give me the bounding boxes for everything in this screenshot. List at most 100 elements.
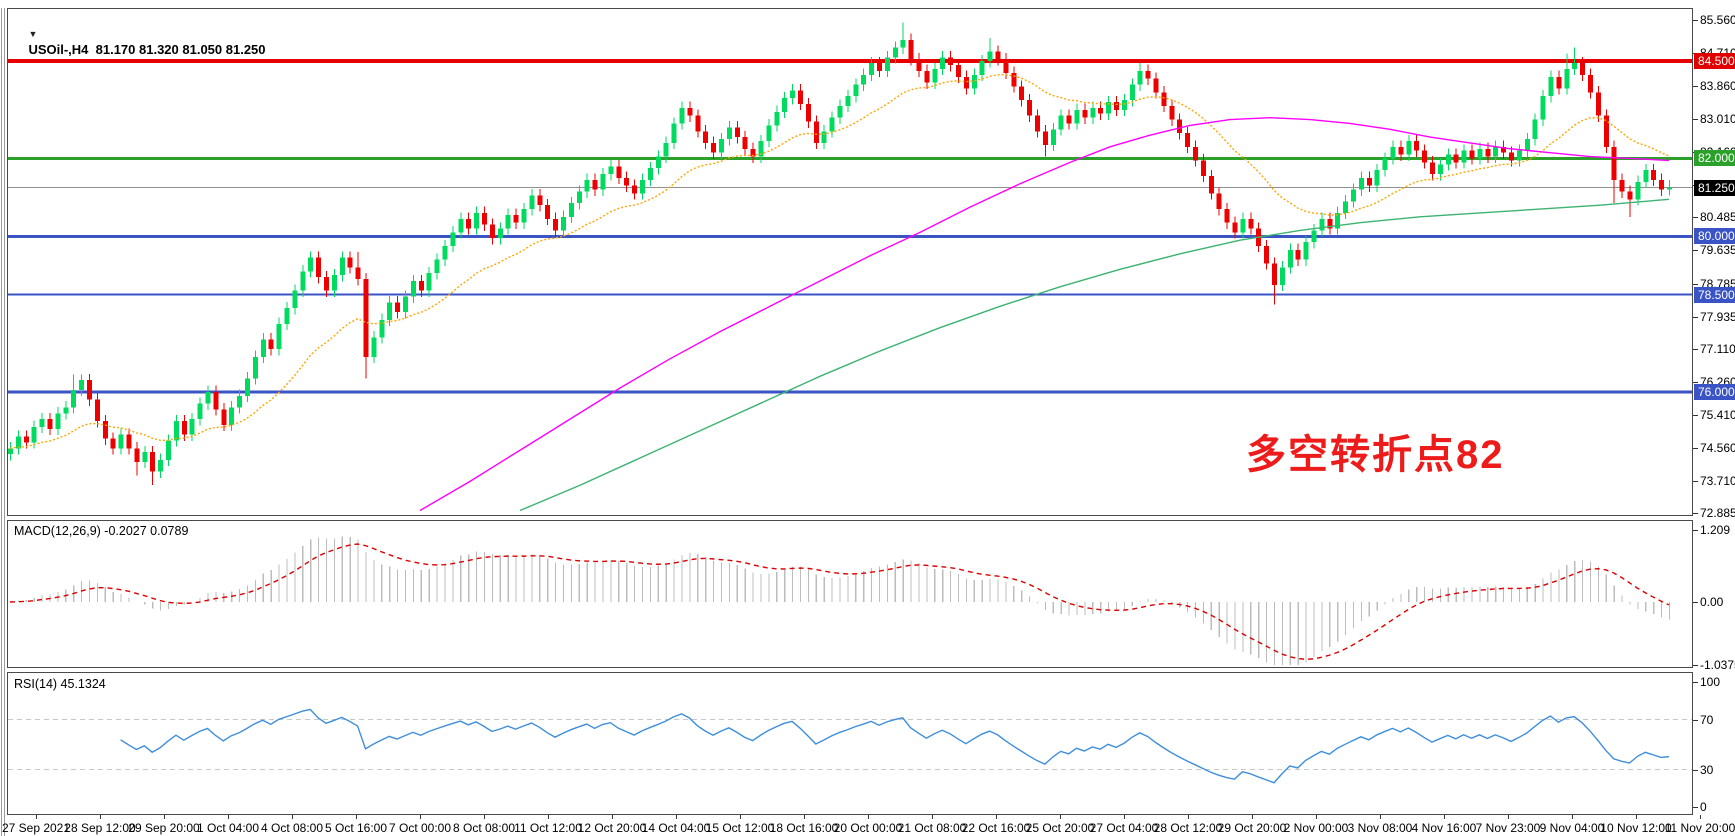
time-axis-tick — [1508, 815, 1509, 819]
axis-tick — [1693, 414, 1698, 416]
time-axis-tick — [1700, 815, 1701, 819]
time-axis-label: 3 Nov 08:00 — [1347, 821, 1413, 835]
candles-layer — [8, 22, 1672, 486]
axis-tick — [1693, 682, 1698, 683]
rsi-levels — [8, 719, 1692, 770]
symbol-title-text: USOil-,H4 81.170 81.320 81.050 81.250 — [28, 42, 266, 57]
axis-tick — [1693, 664, 1698, 666]
price-tick-label: 83.010 — [1700, 112, 1735, 127]
time-axis-label: 21 Oct 08:00 — [897, 821, 967, 835]
time-axis-label: 4 Nov 16:00 — [1411, 821, 1477, 835]
axis-tick — [1693, 513, 1698, 515]
price-tick-label: 80.485 — [1700, 210, 1735, 225]
price-tick-label: 72.885 — [1700, 506, 1735, 521]
time-axis-label: 28 Oct 12:00 — [1153, 821, 1223, 835]
rsi-label: RSI(14) 45.1324 — [14, 677, 106, 691]
axis-tick — [1693, 447, 1698, 449]
price-panel-frame — [7, 8, 1693, 516]
time-axis-tick — [1252, 815, 1253, 819]
macd-histogram — [17, 536, 1671, 665]
macd-tick-label: -1.0375 — [1700, 657, 1735, 672]
time-axis-label: 10 Nov 12:00 — [1600, 821, 1672, 835]
time-axis-label: 9 Nov 04:00 — [1539, 821, 1605, 835]
price-tick-label: 78.785 — [1700, 276, 1735, 291]
time-axis-tick — [1124, 815, 1125, 819]
rsi-tick-label: 30 — [1700, 762, 1714, 777]
time-axis-label: 18 Oct 16:00 — [769, 821, 839, 835]
mid-ma-line — [419, 116, 1670, 512]
time-axis-label: 29 Sep 20:00 — [128, 821, 200, 835]
axis-tick — [1693, 530, 1698, 532]
time-axis-label: 22 Oct 16:00 — [961, 821, 1031, 835]
price-tick-label: 75.410 — [1700, 407, 1735, 422]
time-axis-label: 1 Oct 04:00 — [196, 821, 260, 835]
price-level-badge: 78.500 — [1694, 286, 1735, 303]
time-axis-tick — [1188, 815, 1189, 819]
axis-tick — [1693, 480, 1698, 482]
time-axis-tick — [932, 815, 933, 819]
macd-signal-line — [9, 543, 1670, 660]
time-axis-label: 12 Oct 20:00 — [577, 821, 647, 835]
time-axis-tick — [740, 815, 741, 819]
macd-tick-label: 0.00 — [1700, 595, 1724, 609]
price-tick-label: 85.560 — [1700, 13, 1735, 27]
time-axis-tick — [228, 815, 229, 819]
axis-tick — [1693, 602, 1698, 603]
time-axis-tick — [292, 815, 293, 819]
macd-panel-frame — [7, 520, 1693, 668]
time-axis-label: 5 Oct 16:00 — [324, 821, 388, 835]
axis-tick — [1693, 20, 1698, 21]
fast-ma-line — [9, 73, 1670, 449]
time-axis-label: 27 Sep 2021 — [1, 821, 71, 835]
time-axis-label: 20 Oct 00:00 — [833, 821, 903, 835]
price-level-badge: 80.000 — [1694, 228, 1735, 245]
rsi-tick-label: 100 — [1700, 675, 1721, 689]
support-resistance-lines — [8, 59, 1692, 394]
time-axis-tick — [1636, 815, 1637, 819]
price-tick-label: 83.860 — [1700, 79, 1735, 94]
time-axis-tick — [868, 815, 869, 819]
axis-tick — [1693, 86, 1698, 88]
axis-tick — [1693, 807, 1698, 808]
time-axis-label: 8 Oct 08:00 — [452, 821, 516, 835]
axis-tick — [1693, 769, 1698, 771]
time-axis-label: 25 Oct 20:00 — [1025, 821, 1095, 835]
price-tick-label: 79.635 — [1700, 243, 1735, 258]
axis-tick — [1693, 381, 1698, 383]
time-axis-label: 29 Oct 20:00 — [1217, 821, 1287, 835]
time-axis-label: 7 Nov 23:00 — [1475, 821, 1541, 835]
time-axis-tick — [1444, 815, 1445, 819]
time-axis-label: 11 Oct 12:00 — [514, 821, 582, 835]
trend-annotation: 多空转折点82 — [1246, 433, 1505, 477]
time-axis-label: 7 Oct 00:00 — [388, 821, 452, 835]
rsi-line — [120, 708, 1670, 784]
price-level-badge: 76.000 — [1694, 383, 1735, 400]
time-axis-tick — [100, 815, 101, 819]
price-level-badge: 82.000 — [1694, 150, 1735, 167]
axis-tick — [1693, 283, 1698, 285]
price-tick-label: 77.110 — [1700, 341, 1735, 356]
price-level-badge: 84.500 — [1694, 53, 1735, 70]
left-gutter-line — [4, 8, 5, 836]
price-tick-label: 77.935 — [1700, 309, 1735, 324]
axis-tick — [1693, 250, 1698, 252]
time-axis-label: 11 Nov 20:00 — [1664, 821, 1735, 835]
time-axis-tick — [36, 815, 37, 819]
time-axis-tick — [484, 815, 485, 819]
axis-tick — [1693, 348, 1698, 350]
time-axis-tick — [164, 815, 165, 819]
time-axis-tick — [356, 815, 357, 819]
time-axis-tick — [1316, 815, 1317, 819]
time-axis-tick — [996, 815, 997, 819]
axis-tick — [1693, 719, 1698, 721]
rsi-panel-frame — [7, 672, 1693, 815]
price-tick-label: 74.560 — [1700, 440, 1735, 455]
left-gutter-line — [1, 8, 2, 836]
collapse-chart-icon[interactable]: ▼ — [28, 29, 38, 39]
time-axis-tick — [804, 815, 805, 819]
time-axis-label: 2 Nov 00:00 — [1283, 821, 1349, 835]
time-axis-tick — [1572, 815, 1573, 819]
time-axis-tick — [612, 815, 613, 819]
